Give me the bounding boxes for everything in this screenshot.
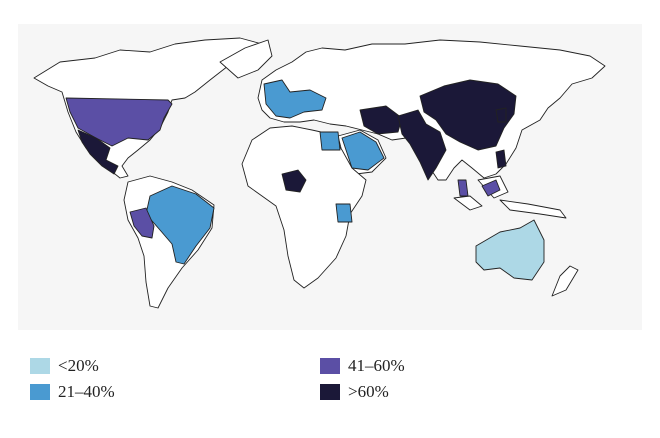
country-region (341, 131, 385, 171)
legend-label: 21–40% (58, 382, 115, 401)
country-region (319, 131, 341, 151)
country-region (65, 97, 173, 147)
country-region (495, 149, 507, 169)
country-region (359, 105, 403, 135)
legend-label: <20% (58, 356, 99, 375)
landmass (219, 39, 273, 79)
country-region (397, 109, 447, 181)
legend-swatch (30, 358, 50, 374)
legend-swatch (30, 384, 50, 400)
landmass (551, 265, 579, 297)
legend-label: >60% (348, 382, 389, 401)
legend: <20% 21–40% 41–60% >60% (30, 356, 405, 401)
country-region (419, 79, 517, 151)
country-region (129, 207, 155, 239)
country-region (475, 219, 545, 281)
colored-countries (65, 79, 545, 281)
country-region (263, 79, 327, 119)
country-region (457, 179, 501, 197)
country-region (77, 129, 119, 175)
country-region (145, 185, 215, 265)
country-region (281, 169, 307, 193)
legend-swatch (320, 358, 340, 374)
country-region (495, 107, 507, 123)
legend-swatch (320, 384, 340, 400)
country-region (335, 203, 353, 223)
legend-label: 41–60% (348, 356, 405, 375)
